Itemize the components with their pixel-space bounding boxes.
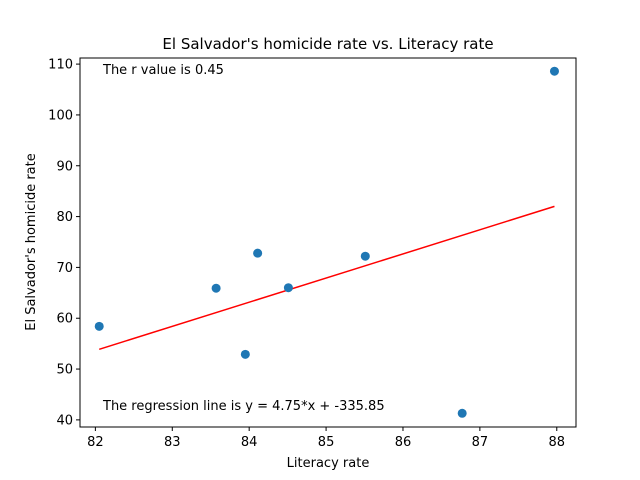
axes-layer: 82 83 84 85 86 87 88 40 50 60 70 80 90 100 110 (48, 57, 577, 450)
x-tick-label: 85 (318, 435, 335, 450)
x-tick-label: 82 (87, 435, 104, 450)
x-tick-label: 87 (472, 435, 489, 450)
data-point-5 (283, 283, 293, 293)
data-point-6 (360, 251, 370, 261)
data-point-4 (253, 248, 263, 258)
plot-layer (94, 66, 559, 418)
y-axis-label: El Salvador's homicide rate (24, 153, 39, 331)
y-tick-label: 80 (56, 210, 73, 225)
plot-frame (79, 57, 577, 428)
y-tick-label: 100 (48, 108, 73, 123)
data-point-2 (211, 283, 221, 293)
x-tick-label: 86 (395, 435, 412, 450)
x-tick-label: 84 (241, 435, 258, 450)
x-axis-label: Literacy rate (287, 456, 370, 471)
chart-title: El Salvador's homicide rate vs. Literacy… (162, 35, 493, 53)
data-point-7 (457, 408, 467, 418)
y-tick-label: 40 (56, 413, 73, 428)
data-point-3 (240, 349, 250, 359)
data-point-8 (549, 66, 559, 76)
y-tick-label: 70 (56, 261, 73, 276)
y-tick-label: 90 (56, 159, 73, 174)
regression-line (99, 205, 555, 351)
x-tick-label: 88 (549, 435, 566, 450)
regression-equation-annotation: The regression line is y = 4.75*x + -335… (102, 399, 385, 414)
y-tick-label: 50 (56, 363, 73, 378)
x-tick-label: 83 (164, 435, 181, 450)
y-tick-label: 110 (48, 58, 73, 73)
data-point-1 (94, 321, 104, 331)
r-value-annotation: The r value is 0.45 (102, 63, 224, 78)
y-tick-label: 60 (56, 312, 73, 327)
